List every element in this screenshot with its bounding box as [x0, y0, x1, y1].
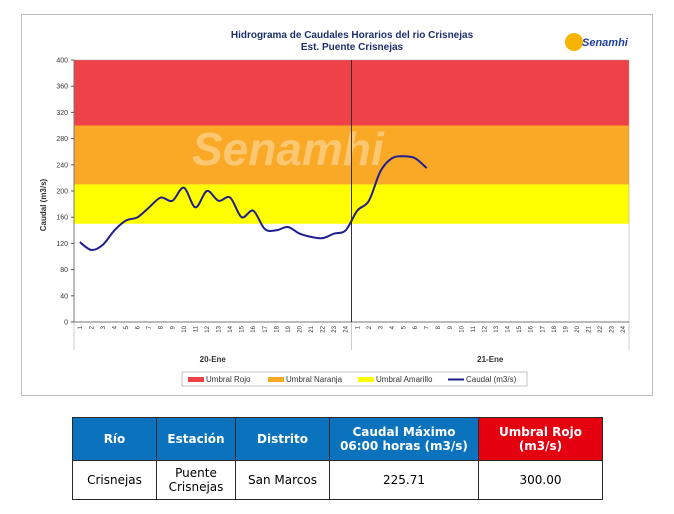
day-label: 20-Ene	[200, 355, 227, 364]
legend-label: Caudal (m3/s)	[466, 375, 517, 384]
x-tick-label: 24	[621, 325, 627, 332]
x-tick-label: 20	[297, 325, 303, 332]
x-tick-label: 1	[355, 325, 361, 329]
x-tick-label: 2	[367, 325, 373, 329]
legend-swatch	[268, 377, 284, 382]
header-umbral-rojo: Umbral Rojo (m3/s)	[478, 417, 603, 461]
legend-label: Umbral Amarillo	[376, 375, 433, 384]
x-tick-label: 4	[390, 325, 396, 329]
x-tick-label: 11	[471, 325, 477, 332]
y-tick-label: 80	[60, 267, 68, 274]
chart-subtitle: Est. Puente Crisnejas	[301, 42, 404, 53]
legend-swatch	[358, 377, 374, 382]
x-tick-label: 8	[159, 325, 165, 329]
x-tick-label: 17	[540, 325, 546, 332]
sun-icon	[565, 33, 583, 51]
series-line-caudal	[79, 155, 428, 251]
y-tick-label: 40	[60, 293, 68, 300]
x-tick-label: 5	[124, 325, 130, 329]
x-tick-label: 21	[587, 325, 593, 332]
x-tick-label: 21	[309, 325, 315, 332]
x-tick-label: 22	[598, 325, 604, 332]
x-tick-label: 6	[413, 325, 419, 329]
x-tick-label: 16	[529, 325, 535, 332]
table-header-row: Río Estación Distrito Caudal Máximo 06:0…	[72, 417, 603, 461]
header-rio: Río	[72, 417, 157, 461]
x-tick-label: 18	[552, 325, 558, 332]
x-tick-label: 14	[506, 325, 512, 332]
y-tick-label: 400	[56, 58, 68, 65]
x-tick-label: 23	[610, 325, 616, 332]
watermark: Senamhi	[192, 123, 385, 175]
y-tick-label: 120	[56, 241, 68, 248]
series-layer	[79, 155, 428, 251]
x-tick-label: 22	[321, 325, 327, 332]
x-tick-label: 6	[136, 325, 142, 329]
y-axis-label: Caudal (m3/s)	[39, 178, 48, 231]
x-tick-label: 13	[494, 325, 500, 332]
x-tick-label: 13	[217, 325, 223, 332]
x-tick-label: 24	[344, 325, 350, 332]
x-tick-label: 12	[482, 325, 488, 332]
x-tick-label: 23	[332, 325, 338, 332]
x-tick-label: 2	[89, 325, 95, 329]
senamhi-logo: Senamhi	[565, 33, 629, 51]
header-estacion: Estación	[156, 417, 236, 461]
x-tick-label: 9	[170, 325, 176, 329]
day-label: 21-Ene	[477, 355, 504, 364]
x-tick-label: 9	[448, 325, 454, 329]
header-caudal-maximo: Caudal Máximo 06:00 horas (m3/s)	[329, 417, 479, 461]
cell-estacion: Puente Crisnejas	[156, 460, 236, 500]
cell-rio: Crisnejas	[72, 460, 157, 500]
x-tick-label: 19	[563, 325, 569, 332]
legend-swatch	[188, 377, 204, 382]
table-row: Crisnejas Puente Crisnejas San Marcos 22…	[72, 460, 603, 500]
hydrograph-chart: Hidrograma de Caudales Horarios del rio …	[21, 14, 653, 396]
legend-label: Umbral Naranja	[286, 375, 343, 384]
y-tick-label: 280	[56, 136, 68, 143]
x-tick-label: 14	[228, 325, 234, 332]
y-tick-label: 240	[56, 162, 68, 169]
cell-umbral-rojo: 300.00	[478, 460, 603, 500]
y-tick-label: 0	[64, 320, 68, 327]
header-distrito: Distrito	[235, 417, 330, 461]
x-tick-label: 20	[575, 325, 581, 332]
chart-title: Hidrograma de Caudales Horarios del rio …	[231, 30, 474, 41]
station-table: Río Estación Distrito Caudal Máximo 06:0…	[72, 417, 603, 500]
y-tick-label: 200	[56, 189, 68, 196]
y-tick-label: 320	[56, 110, 68, 117]
x-tick-label: 8	[436, 325, 442, 329]
logo-text: Senamhi	[582, 37, 629, 49]
x-tick-label: 12	[205, 325, 211, 332]
legend: Umbral Rojo Umbral Naranja Umbral Amarillo…	[181, 371, 528, 387]
x-tick-label: 5	[402, 325, 408, 329]
cell-caudal-maximo: 225.71	[329, 460, 479, 500]
x-tick-label: 18	[274, 325, 280, 332]
x-tick-label: 16	[251, 325, 257, 332]
x-tick-label: 3	[101, 325, 107, 329]
x-tick-label: 7	[425, 325, 431, 329]
x-tick-label: 10	[182, 325, 188, 332]
x-tick-label: 15	[517, 325, 523, 332]
cell-distrito: San Marcos	[235, 460, 330, 500]
x-tick-label: 3	[378, 325, 384, 329]
x-tick-label: 7	[147, 325, 153, 329]
x-tick-label: 4	[112, 325, 118, 329]
y-tick-label: 160	[56, 215, 68, 222]
x-tick-label: 1	[78, 325, 84, 329]
x-tick-label: 10	[459, 325, 465, 332]
x-tick-label: 19	[286, 325, 292, 332]
x-tick-label: 15	[240, 325, 246, 332]
y-tick-label: 360	[56, 84, 68, 91]
legend-box	[181, 371, 528, 387]
chart-canvas: Hidrograma de Caudales Horarios del rio …	[39, 30, 630, 387]
legend-label: Umbral Rojo	[206, 375, 251, 384]
x-tick-label: 11	[193, 325, 199, 332]
x-tick-label: 17	[263, 325, 269, 332]
